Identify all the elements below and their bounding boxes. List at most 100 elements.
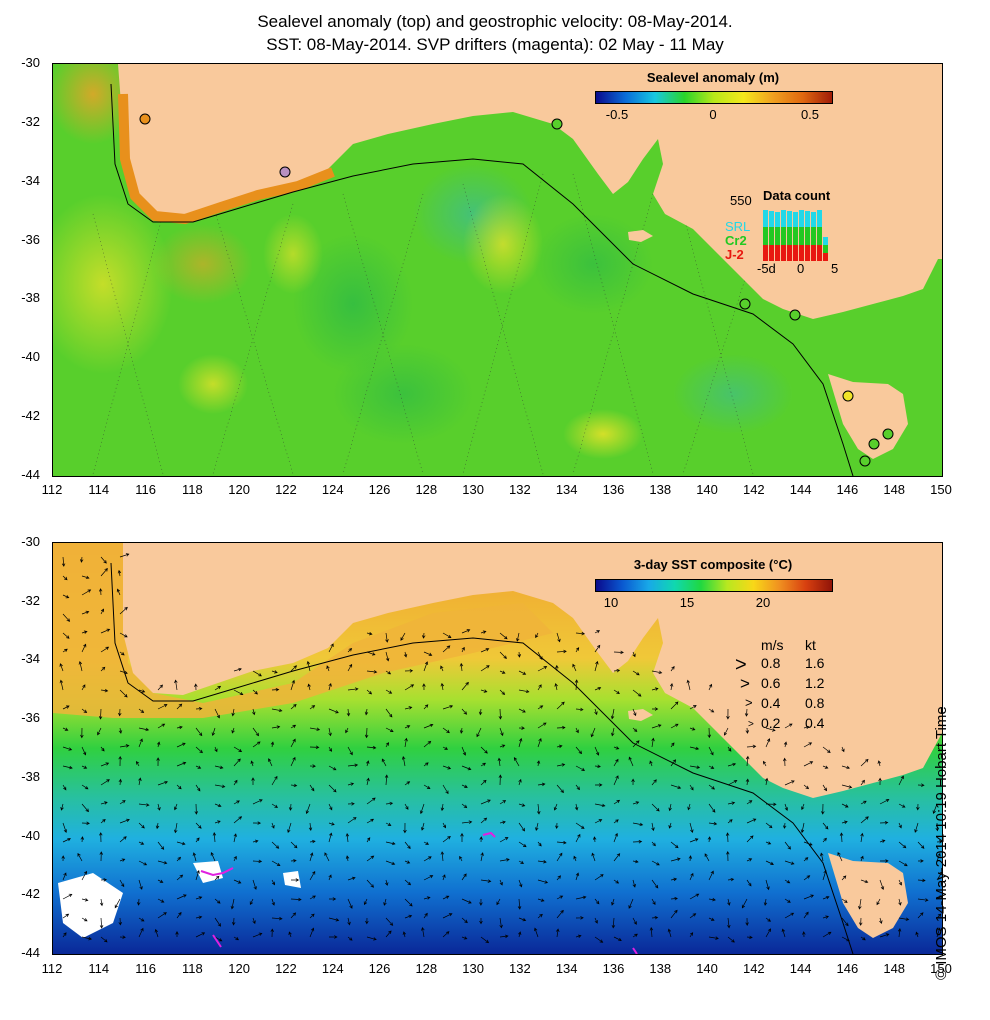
velocity-arrow (119, 670, 128, 675)
velocity-arrow (442, 746, 449, 750)
velocity-arrow (271, 860, 281, 866)
x-tick-label: 136 (602, 961, 625, 976)
speed-ms-0: 0.8 (761, 655, 781, 671)
velocity-arrow (573, 855, 577, 862)
velocity-arrow (328, 917, 340, 922)
velocity-arrow (423, 651, 433, 656)
velocity-arrow (898, 860, 908, 867)
velocity-arrow (81, 589, 92, 596)
data-count-bar (793, 212, 798, 227)
velocity-arrow (290, 841, 298, 849)
speed-kt-0: 1.6 (805, 655, 825, 671)
velocity-arrow (632, 839, 643, 844)
velocity-arrow (212, 832, 217, 843)
velocity-arrow (385, 708, 393, 718)
velocity-arrow (231, 708, 235, 717)
velocity-arrow (328, 708, 339, 714)
velocity-arrow (651, 879, 659, 889)
velocity-arrow (594, 819, 603, 824)
velocity-arrow (118, 917, 123, 926)
velocity-arrow (290, 783, 298, 788)
velocity-arrow (727, 762, 737, 767)
sla-colorbar-tick: 0.5 (800, 107, 820, 122)
velocity-arrow (214, 875, 220, 881)
velocity-arrow (176, 761, 187, 767)
y-tick-label: -32 (21, 592, 40, 608)
velocity-arrow (822, 822, 829, 830)
velocity-arrow (822, 746, 831, 753)
velocity-arrow (765, 928, 771, 938)
velocity-arrow (556, 852, 563, 862)
velocity-arrow (613, 799, 621, 805)
data-count-bar (763, 245, 768, 261)
y-tick-label: -40 (21, 349, 40, 365)
velocity-arrow (765, 802, 777, 807)
velocity-arrow (518, 803, 526, 807)
velocity-arrow (822, 784, 827, 792)
sea-level-anomaly-svg (53, 64, 942, 476)
velocity-arrow (423, 704, 429, 710)
velocity-arrow (328, 803, 333, 811)
velocity-arrow (214, 746, 218, 753)
velocity-arrow (708, 936, 719, 940)
velocity-arrow (328, 832, 333, 843)
data-count-bar (775, 212, 780, 227)
velocity-arrow (138, 822, 145, 829)
speed-arrow-icon: > (745, 695, 753, 710)
data-count-bar (811, 212, 816, 227)
velocity-arrow (476, 727, 482, 738)
velocity-arrow (727, 746, 732, 752)
velocity-arrow (383, 898, 387, 906)
figure-title-line-1: Sealevel anomaly (top) and geostrophic v… (257, 12, 733, 31)
velocity-arrow (898, 822, 902, 829)
velocity-arrow (384, 774, 389, 786)
velocity-arrow (556, 632, 561, 643)
velocity-arrow (725, 832, 730, 843)
velocity-arrow (345, 832, 350, 843)
velocity-arrow (268, 758, 273, 767)
velocity-arrow (575, 822, 585, 829)
velocity-arrow (62, 822, 68, 834)
x-tick-label: 124 (321, 961, 344, 976)
velocity-arrow (60, 803, 64, 811)
velocity-arrow (81, 784, 89, 790)
velocity-arrow (99, 898, 104, 907)
sla-anomaly-patches (53, 64, 793, 459)
velocity-arrow (689, 822, 694, 834)
velocity-arrow (822, 869, 827, 881)
velocity-arrow (613, 758, 619, 767)
velocity-arrow (442, 645, 451, 653)
velocity-arrow (62, 765, 73, 770)
data-count-bar (805, 245, 810, 261)
velocity-arrow (329, 897, 337, 901)
x-tick-label: 138 (649, 961, 672, 976)
velocity-arrow (478, 708, 483, 716)
velocity-arrow (100, 779, 110, 786)
velocity-arrow (459, 855, 463, 862)
speed-arrow-icon: > (748, 719, 754, 730)
geostrophic-velocity-arrows (59, 553, 942, 944)
y-tick-label: -34 (21, 651, 40, 667)
x-tick-label: 116 (135, 961, 156, 976)
velocity-arrow (537, 841, 542, 847)
velocity-arrow (898, 898, 902, 906)
velocity-arrow (667, 928, 672, 938)
velocity-arrow (708, 746, 714, 756)
velocity-arrow (309, 927, 315, 938)
velocity-arrow (651, 841, 656, 847)
velocity-arrow (689, 705, 697, 710)
velocity-arrow (670, 909, 678, 919)
velocity-arrow (611, 898, 615, 906)
velocity-arrow (592, 836, 597, 843)
velocity-arrow (81, 765, 88, 769)
speed-ms-1: 0.6 (761, 675, 781, 691)
velocity-arrow (499, 632, 508, 640)
velocity-arrow (385, 801, 394, 806)
velocity-arrow (114, 898, 121, 909)
velocity-arrow (518, 778, 522, 786)
data-count-bar (805, 211, 810, 227)
velocity-arrow (328, 683, 332, 691)
data-count-bar (787, 227, 792, 245)
velocity-arrow (537, 705, 544, 710)
velocity-arrow (670, 759, 677, 767)
